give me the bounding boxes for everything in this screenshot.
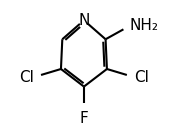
Text: N: N [78,13,90,28]
Text: Cl: Cl [19,70,34,85]
Text: NH₂: NH₂ [130,18,159,33]
Text: F: F [80,111,88,126]
Text: Cl: Cl [134,70,149,85]
